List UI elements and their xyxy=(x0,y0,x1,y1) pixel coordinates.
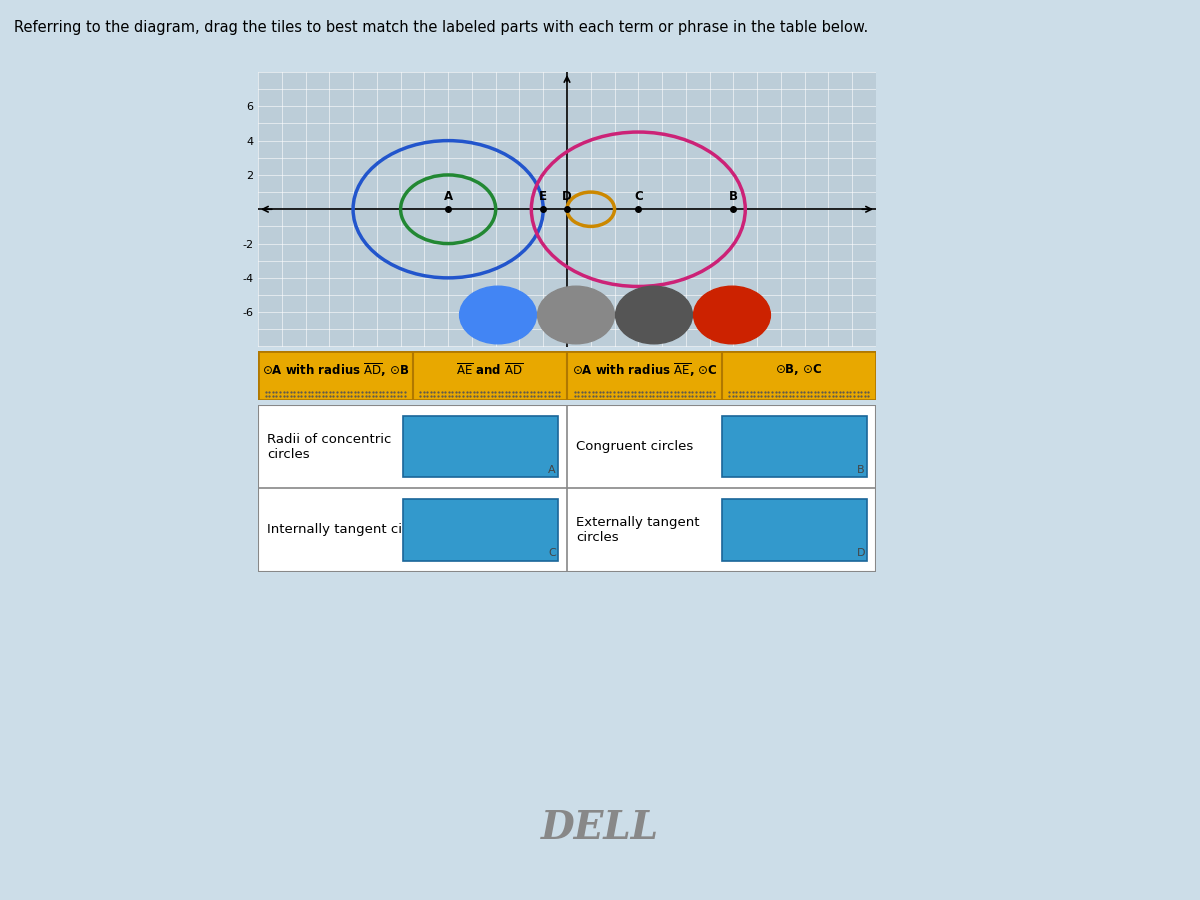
Text: E: E xyxy=(539,190,547,203)
Text: A: A xyxy=(444,190,452,203)
Text: B: B xyxy=(857,465,865,475)
FancyBboxPatch shape xyxy=(721,500,866,561)
Text: Radii of concentric
circles: Radii of concentric circles xyxy=(268,433,391,461)
Text: $\odot$A with radius $\overline{\rm AD}$, $\odot$B: $\odot$A with radius $\overline{\rm AD}$… xyxy=(262,361,409,379)
Text: Referring to the diagram, drag the tiles to best match the labeled parts with ea: Referring to the diagram, drag the tiles… xyxy=(14,20,869,35)
Text: D: D xyxy=(562,190,572,203)
Text: D: D xyxy=(857,548,865,558)
Text: $\overline{\rm AE}$ and $\overline{\rm AD}$: $\overline{\rm AE}$ and $\overline{\rm A… xyxy=(456,362,523,378)
Text: A: A xyxy=(548,465,556,475)
Text: $\odot$A with radius $\overline{\rm AE}$, $\odot$C: $\odot$A with radius $\overline{\rm AE}$… xyxy=(571,361,716,379)
Text: Internally tangent circles: Internally tangent circles xyxy=(268,524,433,536)
Text: B: B xyxy=(728,190,738,203)
FancyBboxPatch shape xyxy=(258,351,876,400)
Text: C: C xyxy=(634,190,643,203)
Text: C: C xyxy=(548,548,556,558)
FancyBboxPatch shape xyxy=(403,500,558,561)
FancyBboxPatch shape xyxy=(721,416,866,477)
Text: Congruent circles: Congruent circles xyxy=(576,440,694,453)
Text: DELL: DELL xyxy=(541,809,659,847)
Text: Externally tangent
circles: Externally tangent circles xyxy=(576,516,700,544)
FancyBboxPatch shape xyxy=(403,416,558,477)
Text: $\odot$B, $\odot$C: $\odot$B, $\odot$C xyxy=(775,363,822,377)
FancyBboxPatch shape xyxy=(258,405,876,572)
